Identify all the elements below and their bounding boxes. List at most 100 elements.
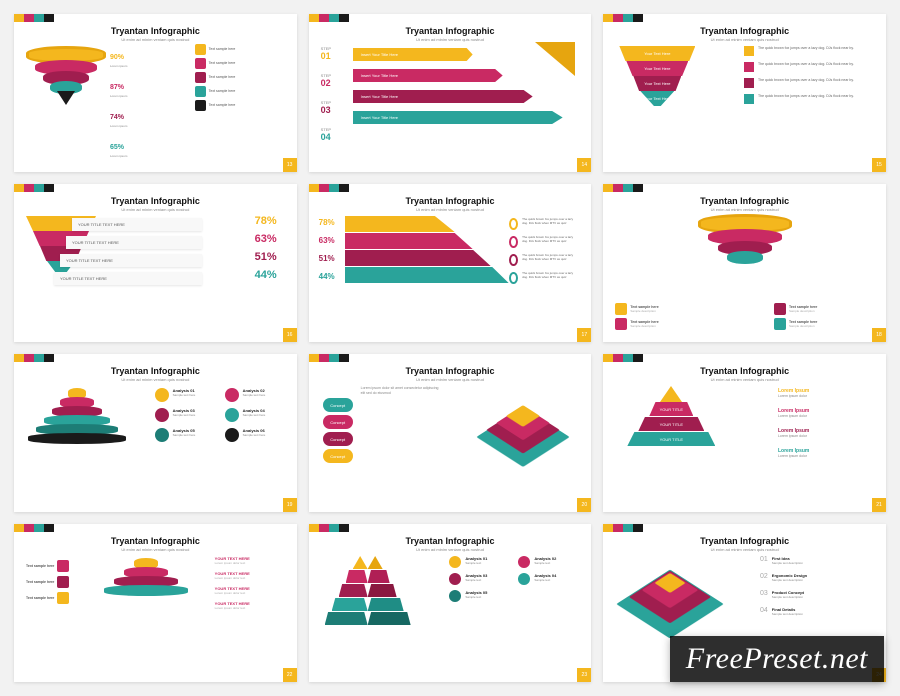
slide-23: Tryantan Infographic Ut enim ad minim ve… — [309, 524, 592, 682]
label-bar: YOUR TITLE TEXT HERE — [54, 272, 202, 285]
label-bar: YOUR TITLE TEXT HERE — [72, 218, 202, 231]
percent-value: 65% — [110, 144, 124, 151]
slide-19: Tryantan Infographic Ut enim ad minim ve… — [14, 354, 297, 512]
slide-title: Tryantan Infographic — [14, 366, 297, 376]
legend-bars: Text sample here Text sample here Text s… — [195, 44, 285, 111]
page-number: 23 — [577, 668, 591, 682]
percent-value: 63% — [255, 233, 277, 245]
slide-22: Tryantan Infographic Ut enim ad minim ve… — [14, 524, 297, 682]
circle-icon — [518, 556, 530, 568]
gear-icon — [509, 254, 518, 266]
slide-grid: Tryantan Infographic Ut enim ad minim ve… — [0, 0, 900, 696]
percent-value: 90% — [110, 54, 124, 61]
circle-icon — [225, 408, 239, 422]
palette-strip — [603, 524, 643, 532]
chart-icon — [744, 94, 754, 104]
pyramid-chart: YOUR TITLE YOUR TITLE YOUR TITLE — [627, 386, 715, 447]
label-bar: YOUR TITLE TEXT HERE — [66, 236, 202, 249]
watermark: FreePreset.net — [670, 636, 884, 682]
percent-value: 44% — [255, 269, 277, 281]
stacked-bands — [345, 216, 509, 283]
chart-icon — [509, 272, 518, 284]
page-number: 18 — [872, 328, 886, 342]
slide-title: Tryantan Infographic — [309, 26, 592, 36]
page-number: 20 — [577, 498, 591, 512]
slide-18: Tryantan Infographic Ut enim ad minim ve… — [603, 184, 886, 342]
palette-strip — [309, 184, 349, 192]
concept-bubbles: Concept Concept Concept Concept — [323, 398, 353, 466]
palette-strip — [14, 184, 54, 192]
description-text: Lorem ipsum dolor sit amet consectetur a… — [361, 386, 441, 395]
funnel-chart: Your Text Here Your Text Here Your Text … — [619, 46, 695, 106]
left-boxes: Text sample here Text sample here Text s… — [26, 560, 96, 604]
briefcase-icon — [744, 46, 754, 56]
percent-value: 74% — [110, 114, 124, 121]
percent-value: 87% — [110, 84, 124, 91]
slide-title: Tryantan Infographic — [14, 536, 297, 546]
step-bar: Insert Your Title Here — [353, 90, 533, 103]
circle-icon — [225, 388, 239, 402]
step-bar: Insert Your Title Here — [353, 111, 563, 124]
circle-icon — [449, 590, 461, 602]
funnel-accent — [535, 42, 575, 76]
step-bar: Insert Your Title Here — [353, 69, 503, 82]
page-number: 15 — [872, 158, 886, 172]
lorem-column: Lorem IpsumLorem ipsum dolor Lorem Ipsum… — [778, 388, 868, 458]
page-number: 22 — [283, 668, 297, 682]
page-number: 19 — [283, 498, 297, 512]
circle-icon — [449, 573, 461, 585]
slide-title: Tryantan Infographic — [603, 196, 886, 206]
label-bar: YOUR TITLE TEXT HERE — [60, 254, 202, 267]
palette-strip — [603, 354, 643, 362]
slide-title: Tryantan Infographic — [14, 26, 297, 36]
page-number: 21 — [872, 498, 886, 512]
slide-20: Tryantan Infographic Ut enim ad minim ve… — [309, 354, 592, 512]
analysis-grid: Analysis 01Sample text here Analysis 02S… — [155, 388, 285, 442]
percent-column: 90%Lorem ipsum 87%Lorem ipsum 74%Lorem i… — [110, 46, 127, 158]
slide-15: Tryantan Infographic Ut enim ad minim ve… — [603, 14, 886, 172]
cog-icon — [615, 303, 627, 315]
palette-strip — [603, 14, 643, 22]
step-labels: STEP01 STEP02 STEP03 STEP04 — [321, 46, 331, 142]
slide-title: Tryantan Infographic — [309, 536, 592, 546]
palette-strip — [309, 14, 349, 22]
slide-title: Tryantan Infographic — [309, 196, 592, 206]
palette-strip — [309, 354, 349, 362]
palette-strip — [603, 184, 643, 192]
cog-icon — [615, 318, 627, 330]
numbered-list: 01First IdeaSample text description 02Er… — [760, 556, 870, 616]
circle-icon — [155, 408, 169, 422]
slide-title: Tryantan Infographic — [603, 26, 886, 36]
cog-icon — [774, 318, 786, 330]
right-labels: YOUR TEXT HERELorem ipsum dolor text YOU… — [215, 556, 285, 610]
page-number: 16 — [283, 328, 297, 342]
cone-chart — [28, 388, 126, 442]
description-column: The quick brown fox jumps over a lazy do… — [744, 46, 874, 104]
box-column-left: Text sample hereSample description Text … — [615, 303, 715, 330]
slide-title: Tryantan Infographic — [603, 536, 886, 546]
circle-icon — [155, 428, 169, 442]
folded-pyramid — [325, 556, 411, 625]
palette-strip — [14, 14, 54, 22]
isometric-pyramid — [625, 556, 715, 636]
icon-desc-column: The quick brown fox jumps over a lazy do… — [509, 218, 579, 284]
rocket-icon — [509, 236, 518, 248]
slide-title: Tryantan Infographic — [14, 196, 297, 206]
slide-14: Tryantan Infographic Ut enim ad minim ve… — [309, 14, 592, 172]
analysis-grid: Analysis 01Sample text Analysis 02Sample… — [449, 556, 579, 602]
percent-value: 51% — [255, 251, 277, 263]
percent-value: 78% — [255, 215, 277, 227]
funnel-chart — [698, 214, 792, 264]
circle-icon — [225, 428, 239, 442]
isometric-pyramid — [483, 390, 563, 470]
palette-strip — [14, 524, 54, 532]
gear-icon — [744, 78, 754, 88]
step-bar: Insert Your Title Here — [353, 48, 473, 61]
cog-icon — [774, 303, 786, 315]
circle-icon — [518, 573, 530, 585]
funnel-chart — [26, 46, 106, 118]
page-number: 13 — [283, 158, 297, 172]
page-number: 17 — [577, 328, 591, 342]
percent-column: 78% 63% 51% 44% — [319, 218, 335, 281]
slide-16: Tryantan Infographic Ut enim ad minim ve… — [14, 184, 297, 342]
